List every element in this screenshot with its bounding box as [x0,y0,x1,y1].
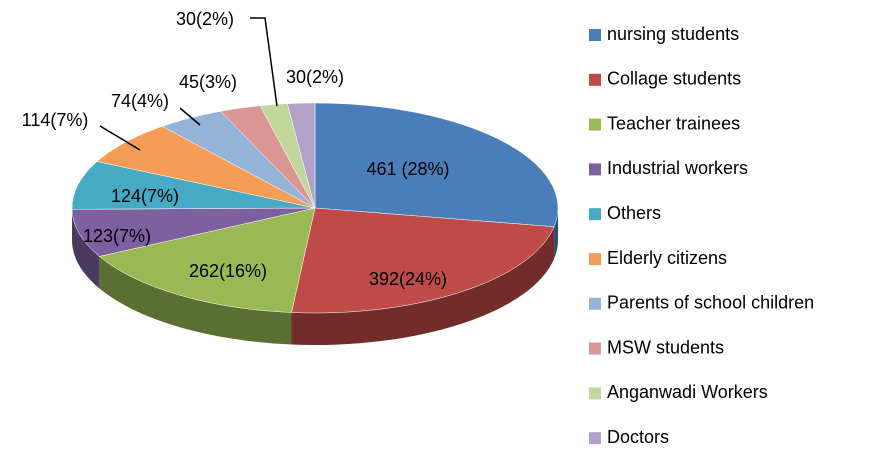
legend-swatch [589,163,601,175]
legend-label: Parents of school children [607,293,814,313]
data-label: 262(16%) [189,261,267,281]
legend-label: Teacher trainees [607,113,740,133]
data-label: 45(3%) [179,72,237,92]
data-label: 74(4%) [111,91,169,111]
data-label: 123(7%) [83,226,151,246]
legend-label: nursing students [607,24,739,44]
legend-swatch [589,298,601,310]
legend-label: MSW students [607,337,724,357]
data-label: 30(2%) [286,67,344,87]
data-label: 392(24%) [369,269,447,289]
legend-swatch [589,74,601,86]
legend-label: Industrial workers [607,158,748,178]
legend-swatch [589,253,601,265]
legend-swatch [589,119,601,131]
legend-label: Others [607,203,661,223]
data-label: 461 (28%) [366,159,449,179]
legend-swatch [589,432,601,444]
legend-swatch [589,29,601,41]
leader-line [250,18,277,106]
legend-swatch [589,387,601,399]
legend-swatch [589,208,601,220]
data-label: 124(7%) [111,186,179,206]
data-label: 114(7%) [22,110,89,130]
data-label: 30(2%) [176,9,234,29]
legend-label: Anganwadi Workers [607,382,768,402]
legend-label: Elderly citizens [607,248,727,268]
legend-label: Collage students [607,69,741,89]
legend-swatch [589,343,601,355]
legend-label: Doctors [607,427,669,447]
